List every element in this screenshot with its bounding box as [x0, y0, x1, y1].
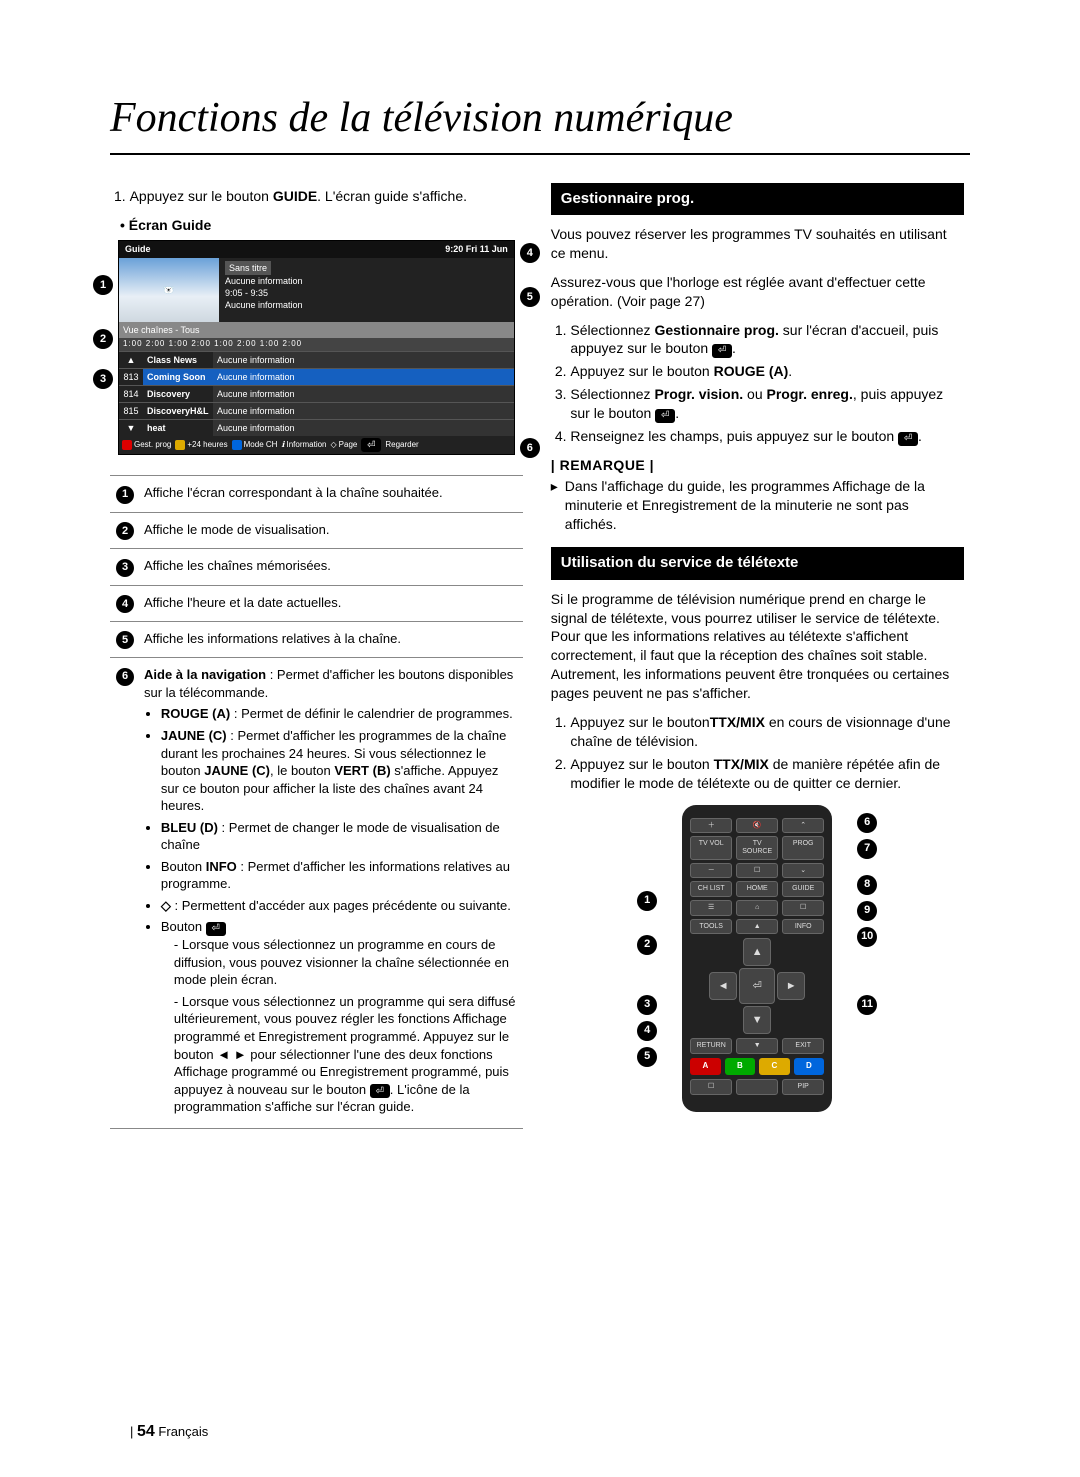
guide-rows: ▲Class NewsAucune information 813Coming …	[119, 351, 514, 437]
callout-4: 4	[520, 243, 540, 263]
callout-2: 2	[93, 329, 113, 349]
callout-1: 1	[93, 275, 113, 295]
gest-step-1: Sélectionnez Gestionnaire prog. sur l'éc…	[570, 321, 963, 359]
guide-preview-image: 🐻‍❄️	[119, 258, 219, 322]
gest-step-3: Sélectionnez Progr. vision. ou Progr. en…	[570, 385, 963, 423]
ttx-step-2: Appuyez sur le bouton TTX/MIX de manière…	[570, 755, 963, 793]
remark-label: | REMARQUE |	[551, 456, 964, 475]
enter-icon: ⏎	[206, 922, 226, 936]
ecran-guide-label: • Écran Guide	[120, 216, 523, 235]
guide-screenshot: Guide 9:20 Fri 11 Jun 🐻‍❄️ Sans titre Au…	[118, 240, 515, 455]
page-title: Fonctions de la télévision numérique	[110, 90, 970, 155]
ttx-step-1: Appuyez sur le boutonTTX/MIX en cours de…	[570, 713, 963, 751]
gest-step-4: Renseignez les champs, puis appuyez sur …	[570, 427, 963, 446]
guide-datetime: 9:20 Fri 11 Jun	[445, 243, 508, 255]
section-teletexte: Utilisation du service de télétexte	[551, 547, 964, 579]
gest-intro-1: Vous pouvez réserver les programmes TV s…	[551, 225, 964, 263]
legend-table: 1Affiche l'écran correspondant à la chaî…	[110, 475, 523, 1129]
remote-diagram: ＋🔇⌃ TV VOLTV SOURCEPROG －☐⌄ CH LISTHOMEG…	[637, 805, 877, 1112]
left-step-1: Appuyez sur le bouton GUIDE. L'écran gui…	[130, 187, 523, 206]
callout-6: 6	[520, 438, 540, 458]
callout-5: 5	[520, 287, 540, 307]
guide-title: Guide	[125, 243, 151, 255]
ttx-intro: Si le programme de télévision numérique …	[551, 590, 964, 703]
gest-intro-2: Assurez-vous que l'horloge est réglée av…	[551, 273, 964, 311]
page-footer: | 54 Français	[130, 1421, 208, 1443]
remark-text: Dans l'affichage du guide, les programme…	[551, 477, 964, 534]
gest-step-2: Appuyez sur le bouton ROUGE (A).	[570, 362, 963, 381]
callout-3: 3	[93, 369, 113, 389]
section-gestionnaire: Gestionnaire prog.	[551, 183, 964, 215]
